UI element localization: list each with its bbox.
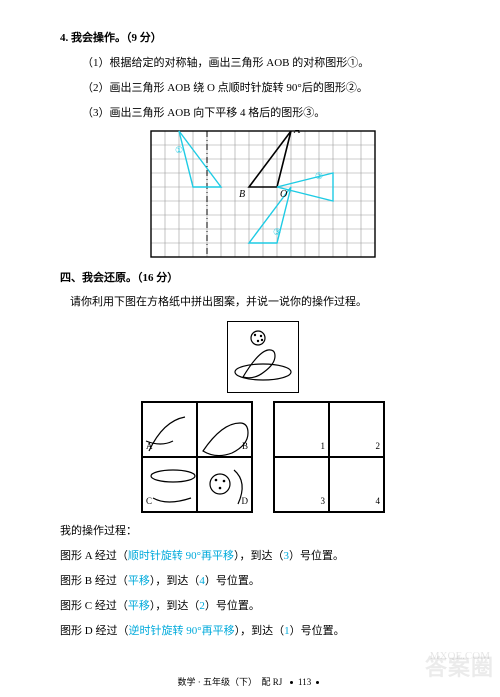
- lineA-pre: 图形 A 经过（: [60, 550, 128, 562]
- lineD-a1: 逆时针旋转 90°再平移: [128, 625, 234, 637]
- lineA-mid: ），到达（: [234, 550, 284, 562]
- q4-s2: （2）画出三角形 AOB 绕 O 点顺时针旋转 90°后的图形②。: [60, 78, 466, 99]
- target-image: [227, 321, 299, 393]
- my-process: 我的操作过程：: [60, 521, 466, 542]
- grid-svg: A B O ① ② ③: [150, 130, 376, 258]
- svg-text:①: ①: [175, 145, 183, 155]
- lineC-post: ）号位置。: [205, 600, 260, 612]
- q4-s1: （1）根据给定的对称轴，画出三角形 AOB 的对称图形①。: [60, 53, 466, 74]
- watermark2: MXQE.COM: [430, 646, 490, 667]
- sec4-stem: 请你利用下图在方格纸中拼出图案，并说一说你的操作过程。: [60, 292, 466, 313]
- svg-text:B: B: [239, 189, 245, 200]
- cell-1-num: 1: [321, 438, 326, 455]
- lineA-post: ）号位置。: [289, 550, 344, 562]
- sec4-head-text: 四、我会还原。（16 分）: [60, 272, 178, 284]
- lineA: 图形 A 经过（顺时针旋转 90°再平移），到达（3）号位置。: [60, 546, 466, 567]
- cell-4: 4: [329, 457, 384, 512]
- cell-2: 2: [329, 402, 384, 457]
- page-footer: 数学 · 五年级（下） 配 RJ 113: [0, 674, 500, 691]
- lineB: 图形 B 经过（平移），到达（4）号位置。: [60, 571, 466, 592]
- cell-3-num: 3: [321, 493, 326, 510]
- target-image-row: [60, 321, 466, 393]
- lineD-post: ）号位置。: [290, 625, 345, 637]
- tile-C: C: [142, 457, 197, 512]
- q4-stem-text: 4. 我会操作。（9 分）: [60, 32, 162, 44]
- lineC-a1: 平移: [128, 600, 150, 612]
- cell-2-num: 2: [376, 438, 381, 455]
- tile-B: B: [197, 402, 252, 457]
- sec4-head: 四、我会还原。（16 分）: [60, 268, 466, 289]
- target-grid: 1 2 3 4: [273, 401, 385, 513]
- lineD: 图形 D 经过（逆时针旋转 90°再平移），到达（1）号位置。: [60, 621, 466, 642]
- cell-3: 3: [274, 457, 329, 512]
- tile-D-label: D: [242, 493, 249, 510]
- tile-A-label: A: [146, 438, 153, 455]
- cell-1: 1: [274, 402, 329, 457]
- lineC: 图形 C 经过（平移），到达（2）号位置。: [60, 596, 466, 617]
- source-tiles: A B C D: [141, 401, 253, 513]
- lineA-a1: 顺时针旋转 90°再平移: [128, 550, 234, 562]
- svg-text:O: O: [280, 189, 287, 200]
- tile-C-label: C: [146, 493, 152, 510]
- tile-D: D: [197, 457, 252, 512]
- svg-text:②: ②: [315, 171, 323, 181]
- tile-A: A: [142, 402, 197, 457]
- lineB-a1: 平移: [128, 575, 150, 587]
- q4-stem: 4. 我会操作。（9 分）: [60, 28, 466, 49]
- target-svg: [228, 322, 298, 392]
- grid-figure: A B O ① ② ③: [60, 130, 466, 258]
- lineD-mid: ），到达（: [235, 625, 285, 637]
- lineC-pre: 图形 C 经过（: [60, 600, 128, 612]
- svg-text:A: A: [293, 130, 301, 136]
- footer-page: 113: [298, 677, 311, 687]
- lineD-pre: 图形 D 经过（: [60, 625, 128, 637]
- lineB-mid: ），到达（: [150, 575, 200, 587]
- tile-B-label: B: [242, 438, 248, 455]
- lineC-mid: ），到达（: [150, 600, 200, 612]
- cell-4-num: 4: [376, 493, 381, 510]
- q4-s3: （3）画出三角形 AOB 向下平移 4 格后的图形③。: [60, 103, 466, 124]
- lineB-pre: 图形 B 经过（: [60, 575, 128, 587]
- svg-text:③: ③: [273, 227, 281, 237]
- tiles-row: A B C D 1 2 3 4: [60, 401, 466, 513]
- footer-text: 数学 · 五年级（下） 配 RJ: [178, 677, 283, 687]
- lineB-post: ）号位置。: [205, 575, 260, 587]
